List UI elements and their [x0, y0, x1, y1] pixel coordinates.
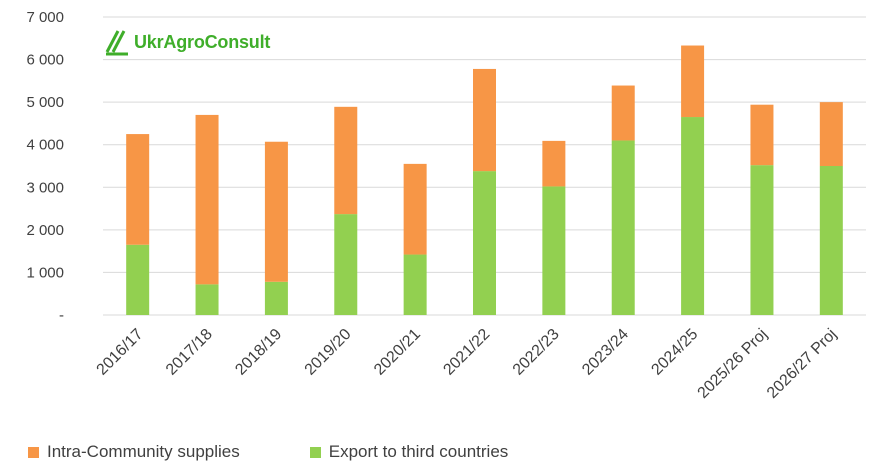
y-tick-label: 1 000	[26, 264, 64, 281]
x-tick-label: 2018/19	[232, 326, 285, 379]
x-tick-label: 2021/22	[440, 326, 493, 379]
bar-segment-intra	[334, 106, 358, 215]
bar-segment-export	[195, 284, 219, 315]
bar-segment-intra	[403, 163, 427, 255]
bar-segment-export	[681, 117, 705, 316]
logo-text: UkrAgroConsult	[134, 31, 271, 52]
x-tick-label: 2024/25	[648, 326, 701, 379]
bar-segment-intra	[264, 141, 288, 282]
y-tick-label: 3 000	[26, 179, 64, 196]
bar-segment-export	[264, 281, 288, 315]
y-tick-label: -	[59, 307, 64, 324]
bar-segment-export	[750, 165, 774, 315]
bar-segment-intra	[681, 45, 705, 118]
x-tick-label: 2026/27 Proj	[764, 326, 840, 402]
bar-segment-export	[819, 166, 843, 315]
bar-segment-intra	[750, 104, 774, 166]
bar-segment-export	[611, 140, 635, 315]
legend-label-export: Export to third countries	[328, 442, 509, 461]
ukragroconsult-logo-icon	[105, 30, 128, 56]
y-tick-label: 2 000	[26, 222, 64, 239]
y-tick-label: 6 000	[26, 52, 64, 69]
x-tick-label: 2017/18	[163, 326, 216, 379]
bar-segment-export	[542, 186, 566, 315]
logo: UkrAgroConsult	[104, 28, 270, 56]
bar-segment-intra	[126, 134, 150, 245]
bar-segment-intra	[611, 85, 635, 141]
legend-item-export: Export to third countries	[309, 442, 509, 462]
bar-segment-intra	[195, 114, 219, 285]
x-tick-label: 2020/21	[371, 326, 424, 379]
bar-segment-export	[126, 244, 150, 315]
legend-swatch-intra	[28, 446, 39, 458]
y-tick-label: 5 000	[26, 94, 64, 111]
bar-segment-intra	[473, 68, 496, 172]
y-tick-label: 4 000	[26, 137, 64, 154]
y-tick-label: 7 000	[26, 9, 64, 26]
bar-segment-export	[473, 171, 496, 315]
x-tick-label: 2023/24	[579, 326, 632, 379]
stacked-bar-chart: - 1 000 2 000 3 000 4 000 5 000 6 000 7 000 2016…	[26, 9, 866, 402]
legend-swatch-export	[309, 446, 321, 458]
x-tick-label: 2016/17	[94, 326, 147, 379]
x-tick-label: 2022/23	[510, 326, 563, 379]
bar-segment-export	[334, 214, 358, 315]
bar-segment-intra	[542, 140, 566, 187]
legend: Intra-Community supplies Export to third…	[28, 442, 578, 462]
bar-segment-intra	[819, 102, 843, 166]
x-tick-label: 2019/20	[302, 326, 355, 379]
bar-segment-export	[403, 254, 427, 315]
x-tick-label: 2025/26 Proj	[695, 326, 771, 402]
legend-label-intra: Intra-Community supplies	[47, 442, 240, 461]
legend-item-intra: Intra-Community supplies	[28, 442, 240, 462]
